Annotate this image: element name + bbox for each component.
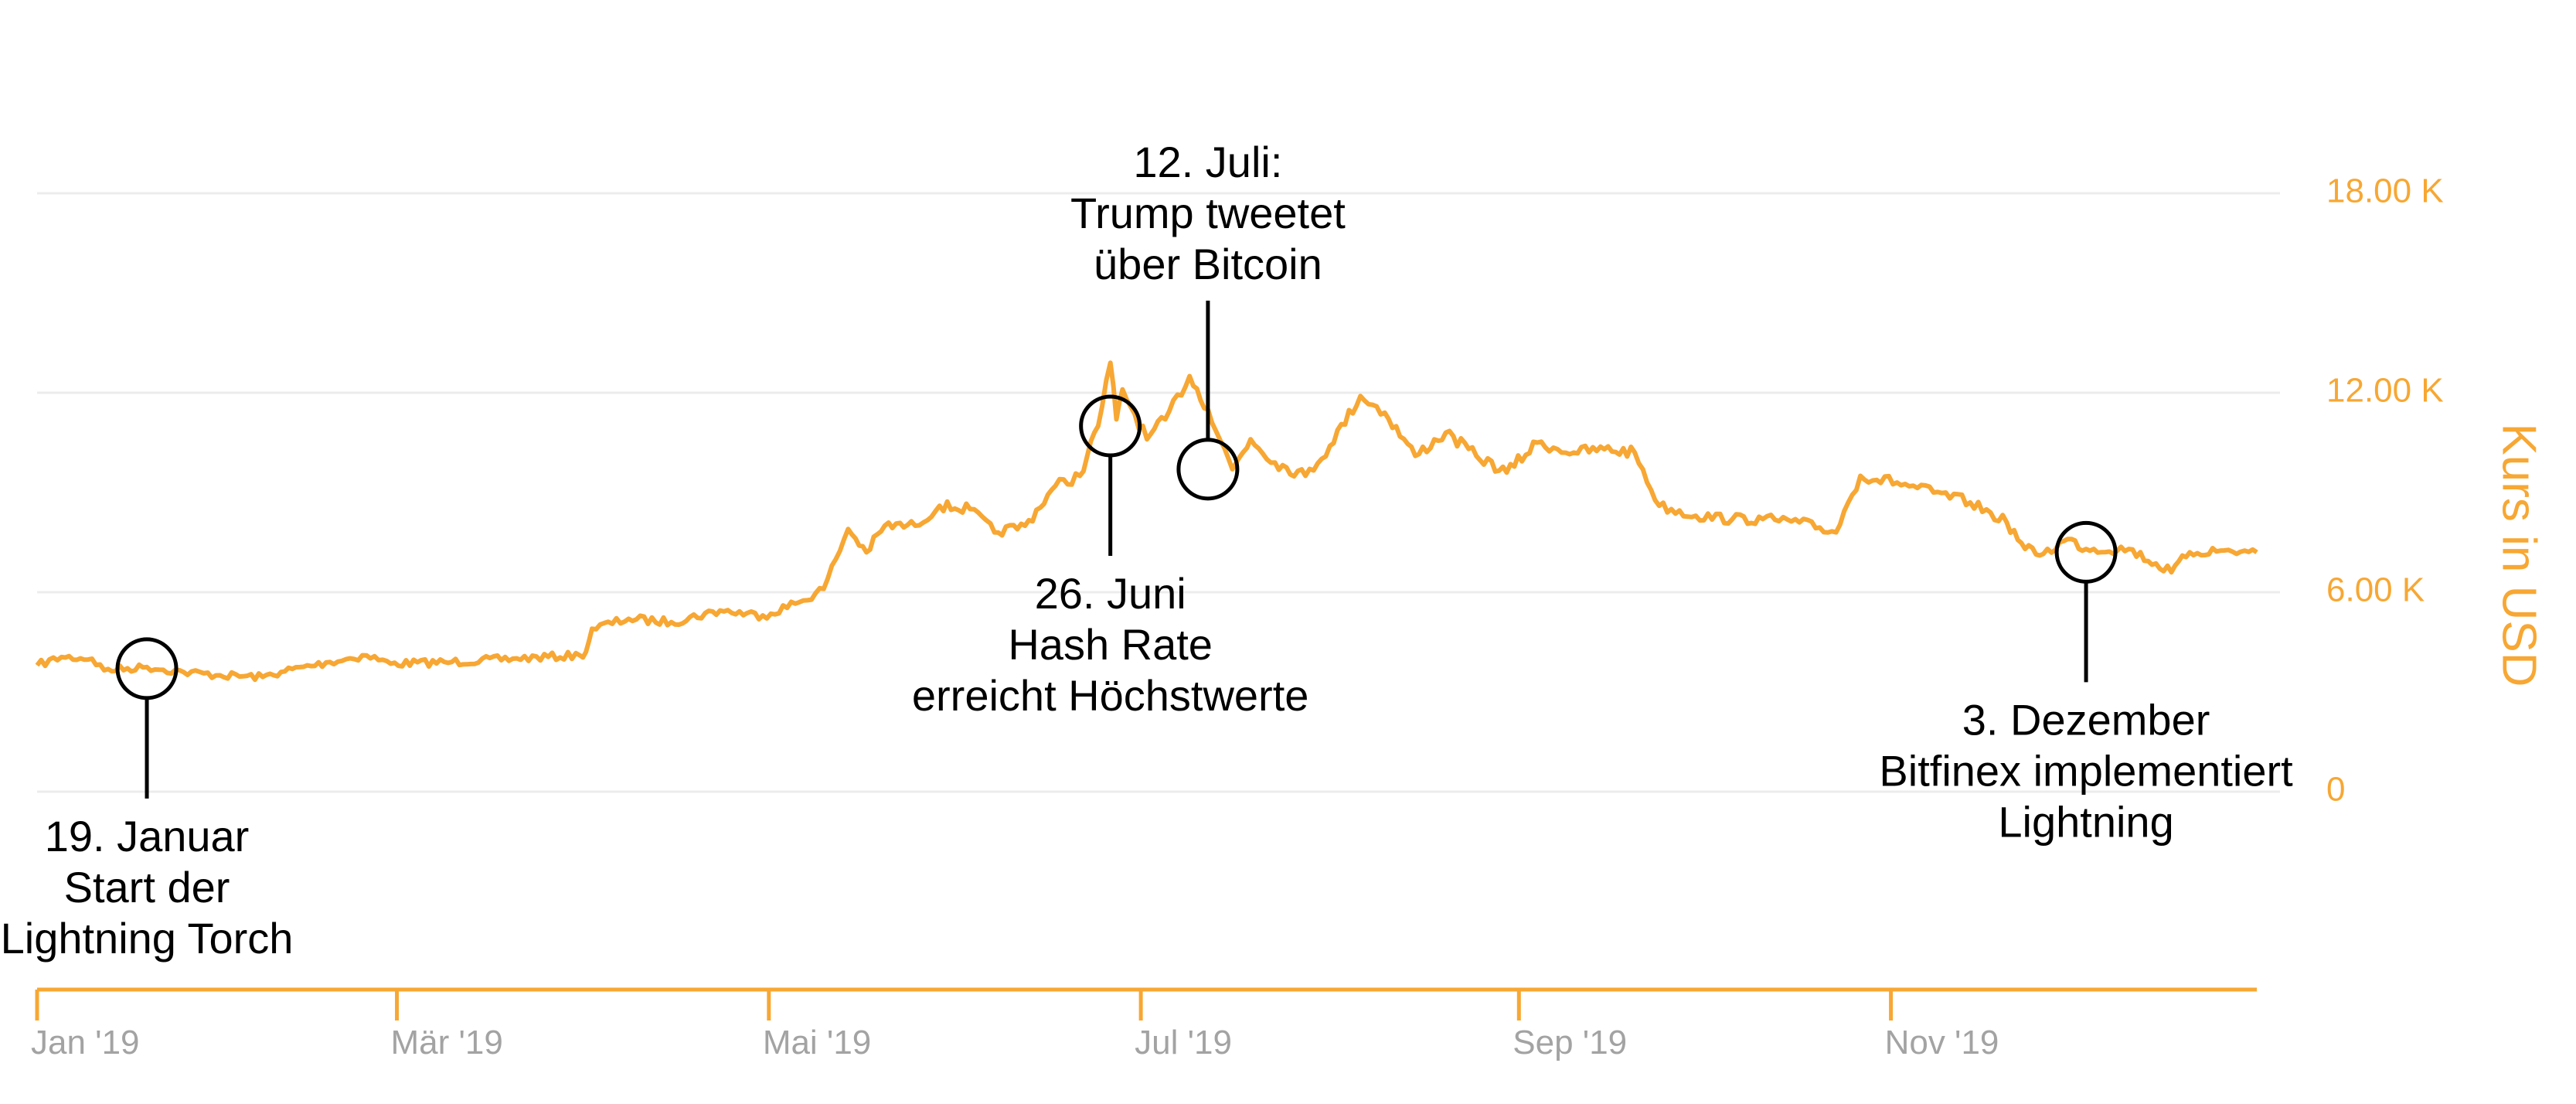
- x-tick-label: Mär '19: [391, 1024, 503, 1061]
- annotation-marker: [1176, 438, 1240, 501]
- x-tick-label: Jul '19: [1135, 1024, 1232, 1061]
- annotation-text: Trump tweetet: [1070, 189, 1346, 237]
- annotation-text: Bitfinex implementiert: [1879, 746, 2293, 795]
- y-tick-label: 0: [2326, 771, 2345, 809]
- x-tick-label: Jan '19: [31, 1024, 140, 1061]
- x-tick-label: Nov '19: [1885, 1024, 1999, 1061]
- annotation-text: erreicht Höchstwerte: [912, 671, 1309, 720]
- annotation-text: Lightning: [1998, 797, 2173, 846]
- annotation-text: Hash Rate: [1008, 620, 1213, 669]
- y-axis-ticks: 18.00 K 12.00 K 6.00 K 0: [2326, 172, 2444, 809]
- annotation-text: Lightning Torch: [1, 914, 294, 963]
- annotation-text: 19. Januar: [45, 812, 250, 860]
- annotation-text: 12. Juli:: [1133, 138, 1282, 186]
- annotation-text: 26. Juni: [1035, 569, 1186, 618]
- y-tick-label: 6.00 K: [2326, 571, 2425, 609]
- y-tick-label: 12.00 K: [2326, 372, 2444, 410]
- annotation-text: über Bitcoin: [1094, 240, 1322, 288]
- x-tick-label: Sep '19: [1513, 1024, 1627, 1061]
- y-tick-label: 18.00 K: [2326, 172, 2444, 210]
- grid-lines: [37, 192, 2280, 793]
- x-axis: Jan '19 Mär '19 Mai '19 Jul '19 Sep '19 Nov '…: [31, 987, 2257, 1061]
- y-axis-label: Kurs in USD: [2493, 423, 2546, 687]
- x-tick-label: Mai '19: [763, 1024, 871, 1061]
- annotation-marker: [1079, 394, 1142, 458]
- annotation-text: Start der: [64, 863, 230, 911]
- annotation-text: 3. Dezember: [1962, 695, 2210, 744]
